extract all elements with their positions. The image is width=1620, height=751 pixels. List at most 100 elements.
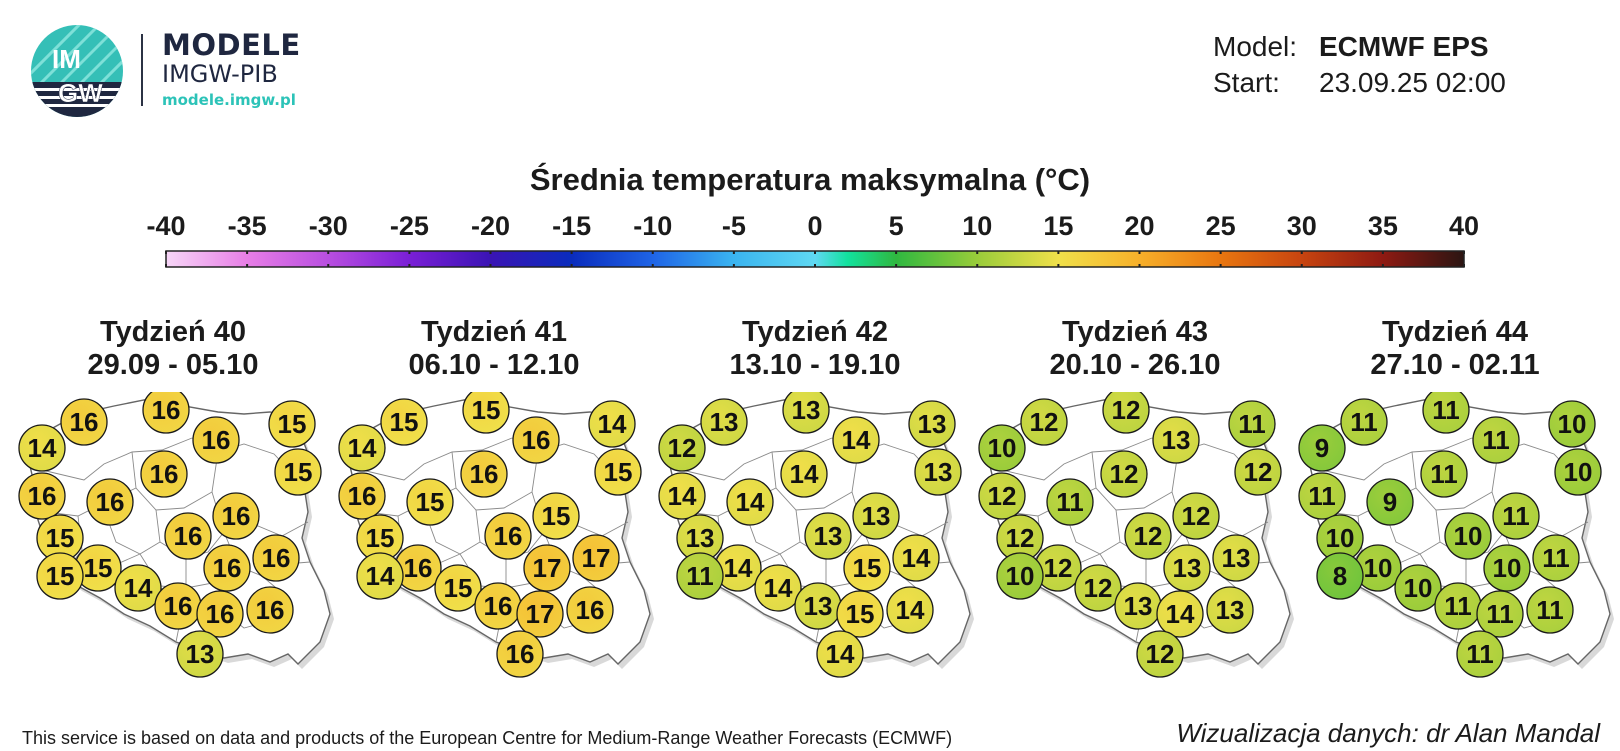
temperature-marker: 16 bbox=[252, 534, 300, 582]
temperature-marker: 13 bbox=[1152, 416, 1200, 464]
temperature-circle bbox=[1554, 448, 1602, 496]
temperature-circle bbox=[1532, 534, 1580, 582]
temperature-circle bbox=[1472, 416, 1520, 464]
temperature-circle bbox=[434, 564, 482, 612]
temperature-circle bbox=[1156, 590, 1204, 638]
temperature-value: 13 bbox=[1162, 425, 1191, 455]
temperature-marker: 16 bbox=[18, 472, 66, 520]
temperature-marker: 14 bbox=[114, 564, 162, 612]
temperature-marker: 16 bbox=[484, 512, 532, 560]
temperature-marker: 11 bbox=[676, 552, 724, 600]
temperature-value: 13 bbox=[792, 395, 821, 425]
temperature-circle bbox=[1316, 552, 1364, 600]
poland-map-week-2: 15 15 16 14 14 15 16 16 15 15 15 16 17 17 16 15 16 17 16 14… bbox=[338, 392, 654, 678]
temperature-value: 14 bbox=[790, 459, 819, 489]
temperature-marker: 16 bbox=[164, 512, 212, 560]
temperature-circle bbox=[1366, 478, 1414, 526]
temperature-marker: 16 bbox=[86, 478, 134, 526]
temperature-circle bbox=[1206, 586, 1254, 634]
temperature-circle bbox=[1476, 590, 1524, 638]
region-border bbox=[361, 437, 513, 481]
region-border bbox=[1001, 437, 1153, 481]
colorbar-tick-label: 5 bbox=[888, 211, 904, 241]
temperature-marker: 10 bbox=[1548, 400, 1596, 448]
temperature-circle bbox=[843, 544, 891, 592]
temperature-marker: 13 bbox=[1163, 544, 1211, 592]
temperature-value: 11 bbox=[1502, 501, 1530, 531]
temperature-marker: 16 bbox=[246, 586, 294, 634]
temperature-circle bbox=[516, 590, 564, 638]
temperature-marker: 12 bbox=[978, 472, 1026, 520]
temperature-value: 10 bbox=[1558, 409, 1587, 439]
temperature-value: 17 bbox=[582, 543, 611, 573]
poland-map-week-4: 12 12 13 11 10 12 12 12 11 12 12 12 13 13 12 12 13 14 13 10… bbox=[978, 392, 1294, 678]
temperature-value: 12 bbox=[1134, 521, 1163, 551]
temperature-value: 10 bbox=[1493, 553, 1522, 583]
temperature-value: 16 bbox=[202, 425, 231, 455]
temperature-value: 10 bbox=[1006, 561, 1035, 591]
temperature-marker: 12 bbox=[996, 514, 1044, 562]
region-border bbox=[131, 451, 219, 511]
temperature-circle bbox=[852, 492, 900, 540]
temperature-circle bbox=[164, 512, 212, 560]
colorbar-tick-label: 10 bbox=[962, 211, 993, 241]
temperature-circle bbox=[1456, 630, 1504, 678]
temperature-value: 12 bbox=[1044, 553, 1073, 583]
temperature-circle bbox=[1172, 492, 1220, 540]
temperature-marker: 14 bbox=[1156, 590, 1204, 638]
region-border bbox=[771, 451, 859, 511]
temperature-circle bbox=[380, 398, 428, 446]
temperature-value: 11 bbox=[1444, 591, 1472, 621]
temperature-marker: 11 bbox=[1340, 398, 1388, 446]
temperature-marker: 10 bbox=[1554, 448, 1602, 496]
temperature-marker: 16 bbox=[338, 472, 386, 520]
temperature-marker: 17 bbox=[572, 534, 620, 582]
temperature-marker: 16 bbox=[154, 582, 202, 630]
week-header-1: Tydzień 40 29.09 - 05.10 bbox=[23, 316, 323, 382]
week-dates: 29.09 - 05.10 bbox=[87, 349, 259, 381]
temperature-marker: 16 bbox=[142, 392, 190, 434]
temperature-marker: 14 bbox=[658, 472, 706, 520]
temperature-value: 15 bbox=[846, 599, 875, 629]
temperature-marker: 15 bbox=[594, 448, 642, 496]
map-title: Średnia temperatura maksymalna (°C) bbox=[529, 162, 1091, 197]
temperature-marker: 12 bbox=[658, 424, 706, 472]
week-dates: 20.10 - 26.10 bbox=[1049, 349, 1221, 381]
colorbar-tick-label: 35 bbox=[1367, 211, 1398, 241]
temperature-value: 11 bbox=[686, 561, 714, 591]
temperature-marker: 13 bbox=[1114, 582, 1162, 630]
region-border bbox=[1091, 451, 1179, 511]
temperature-value: 16 bbox=[174, 521, 203, 551]
temperature-value: 14 bbox=[902, 543, 931, 573]
temperature-value: 14 bbox=[1166, 599, 1195, 629]
temperature-value: 16 bbox=[484, 591, 513, 621]
temperature-circle bbox=[140, 450, 188, 498]
temperature-circle bbox=[86, 478, 134, 526]
temperature-value: 11 bbox=[1430, 459, 1458, 489]
temperature-circle bbox=[676, 552, 724, 600]
region-border bbox=[1411, 451, 1499, 511]
temperature-value: 11 bbox=[1056, 487, 1084, 517]
temperature-value: 13 bbox=[686, 523, 715, 553]
imgw-logo: IM GW bbox=[31, 25, 123, 117]
week-label: Tydzień 40 bbox=[99, 316, 247, 348]
temperature-value: 15 bbox=[416, 487, 445, 517]
temperature-circle bbox=[726, 478, 774, 526]
colorbar-tick-label: -15 bbox=[552, 211, 592, 241]
temperature-circle bbox=[252, 534, 300, 582]
week-label: Tydzień 41 bbox=[420, 316, 568, 348]
temperature-value: 11 bbox=[1542, 543, 1570, 573]
ecmwf-credit: This service is based on data and produc… bbox=[22, 728, 953, 748]
temperature-marker: 11 bbox=[1422, 392, 1470, 434]
temperature-marker: 14 bbox=[726, 478, 774, 526]
temperature-value: 16 bbox=[206, 599, 235, 629]
temperature-marker: 10 bbox=[1354, 544, 1402, 592]
temperature-circle bbox=[572, 534, 620, 582]
region-border bbox=[1321, 437, 1473, 481]
start-value: 23.09.25 02:00 bbox=[1319, 67, 1506, 98]
temperature-value: 13 bbox=[1173, 553, 1202, 583]
temperature-value: 14 bbox=[348, 433, 377, 463]
brand-url[interactable]: modele.imgw.pl bbox=[162, 91, 296, 109]
temperature-circle bbox=[1100, 450, 1148, 498]
temperature-value: 15 bbox=[278, 409, 307, 439]
